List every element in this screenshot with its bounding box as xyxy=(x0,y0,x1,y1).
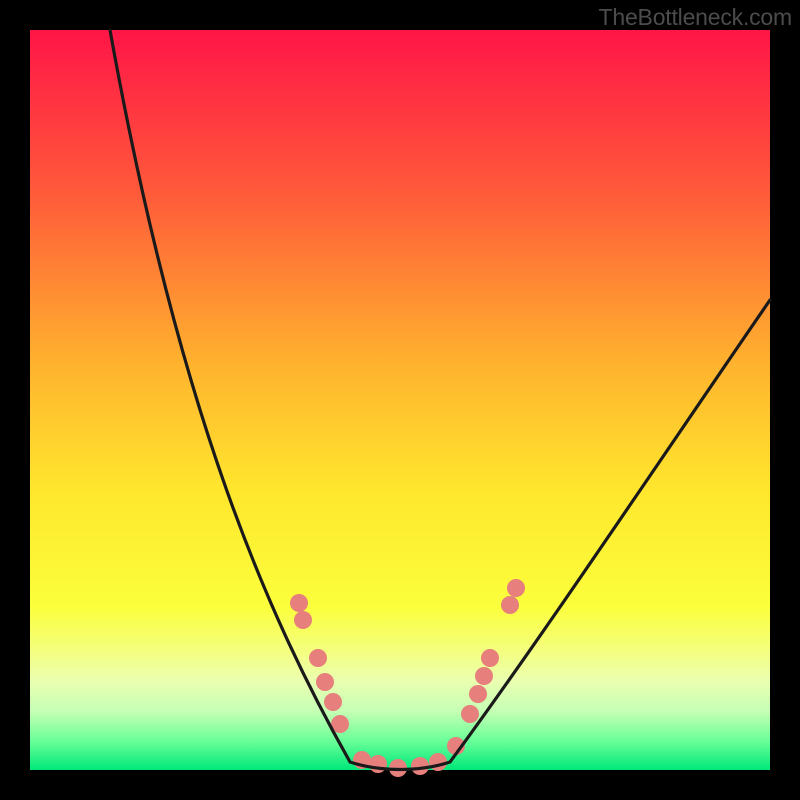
watermark-text: TheBottleneck.com xyxy=(599,4,792,31)
bottleneck-chart: TheBottleneck.com xyxy=(0,0,800,800)
gradient-plot-area xyxy=(30,30,770,770)
